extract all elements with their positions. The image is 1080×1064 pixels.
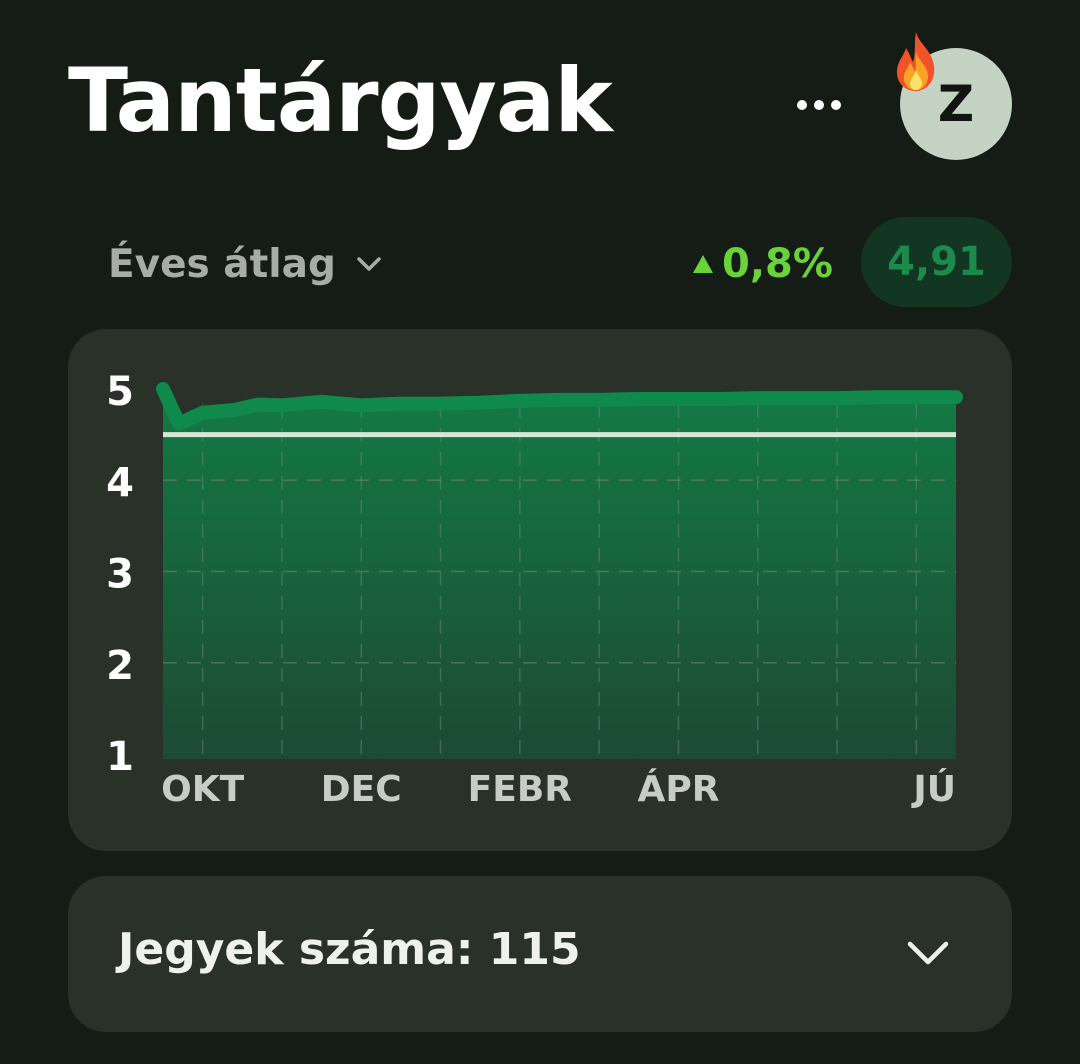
chevron-down-icon xyxy=(907,941,949,965)
avatar[interactable]: Z xyxy=(900,48,1012,160)
page-title: Tantárgyak xyxy=(68,49,613,152)
y-tick-label: 1 xyxy=(106,734,134,780)
chart-series-line xyxy=(156,382,963,431)
average-change: 0,8% xyxy=(692,236,833,292)
x-tick-label: DEC xyxy=(321,769,402,810)
arrow-up-icon xyxy=(693,255,713,273)
average-period-label: Éves átlag xyxy=(108,241,336,287)
x-tick-label: FEBR xyxy=(468,769,572,810)
average-value: 4,91 xyxy=(887,239,986,285)
y-tick-label: 5 xyxy=(106,369,134,415)
average-badge: 4,91 xyxy=(861,217,1012,307)
average-change-value: 0,8% xyxy=(722,241,833,287)
average-period-dropdown[interactable]: Éves átlag xyxy=(108,236,384,292)
grade-count-label: Jegyek száma: 115 xyxy=(118,924,581,975)
x-tick-label: OKT xyxy=(161,769,245,810)
x-tick-label: JÚ xyxy=(910,768,956,810)
fire-icon xyxy=(896,32,935,91)
more-options-button[interactable] xyxy=(784,80,854,130)
y-tick-label: 3 xyxy=(106,552,134,598)
y-tick-label: 4 xyxy=(106,460,134,506)
more-dot-icon xyxy=(814,100,824,110)
average-chart-card: 5 4 3 2 1 OKT DEC FEBR ÁPR JÚ xyxy=(68,329,1012,851)
x-tick-label: ÁPR xyxy=(637,768,719,810)
average-chart: 5 4 3 2 1 OKT DEC FEBR ÁPR JÚ xyxy=(106,369,963,810)
chart-area-fill xyxy=(163,389,956,759)
more-dot-icon xyxy=(831,100,841,110)
more-dot-icon xyxy=(797,100,807,110)
chevron-down-icon xyxy=(357,257,381,271)
grade-count-dropdown[interactable]: Jegyek száma: 115 xyxy=(68,876,1012,1032)
avatar-letter: Z xyxy=(937,75,975,133)
y-tick-label: 2 xyxy=(106,643,134,689)
